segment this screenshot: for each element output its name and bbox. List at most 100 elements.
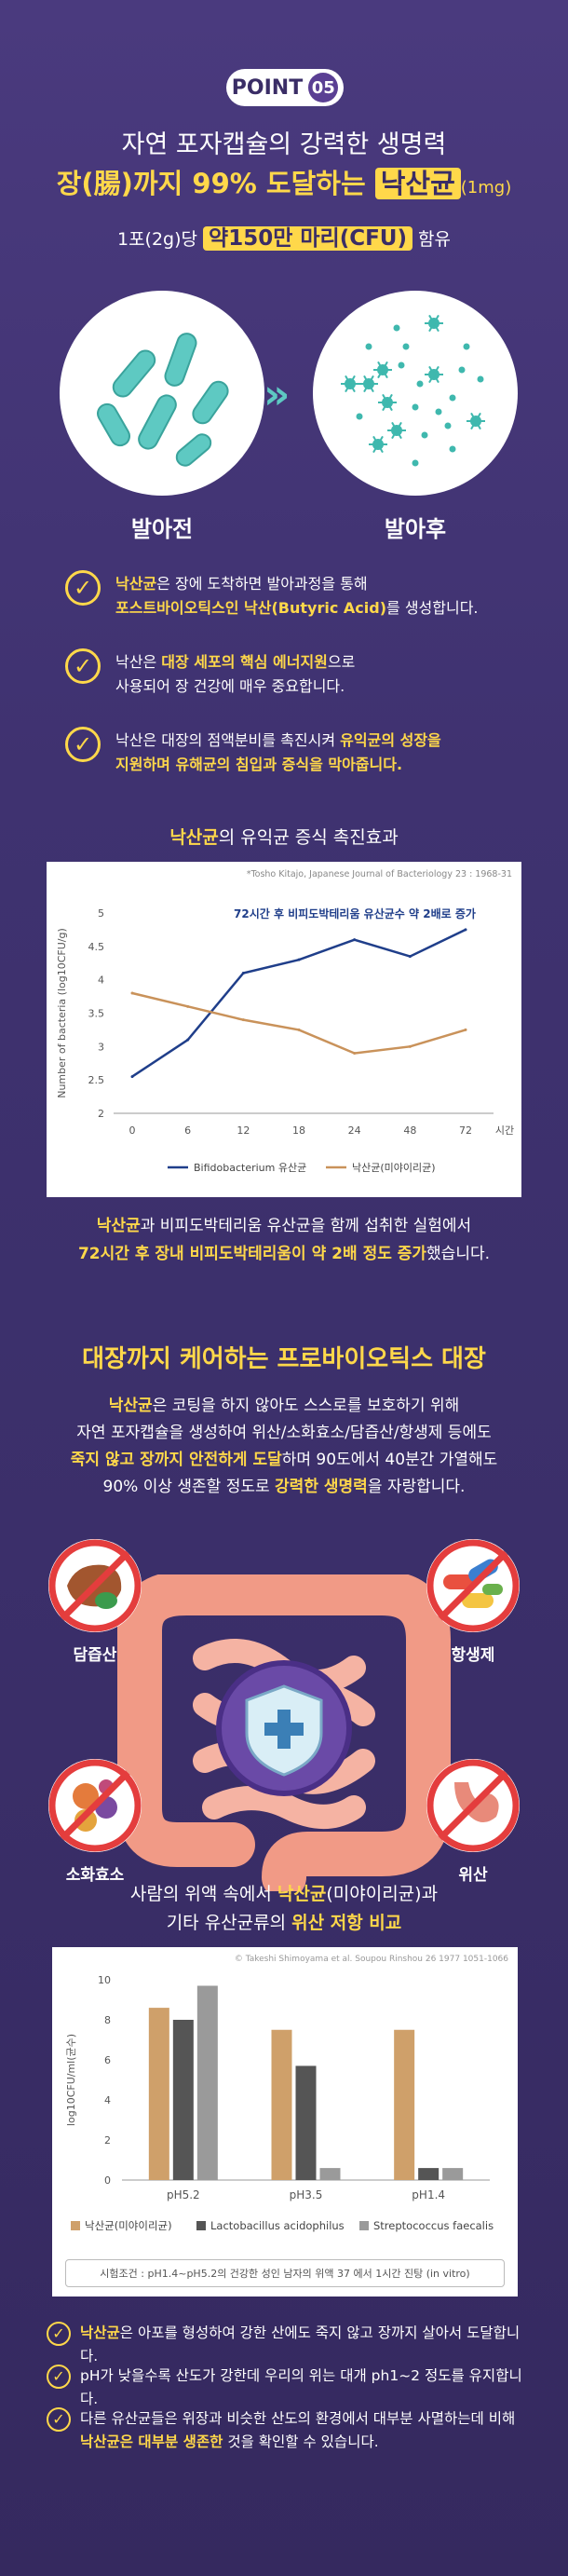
check-icon: ✓ [65,570,101,606]
check3-text1: 낙산은 대장의 점액분비를 촉진시켜 [115,731,341,749]
check3-bold1: 유익균의 성장을 [340,731,441,749]
chart1-card: *Tosho Kitajo, Japanese Journal of Bacte… [47,862,521,1197]
bottom1-bold: 낙산균 [80,2324,120,2341]
bar [271,2029,292,2180]
spore-dot [449,394,456,402]
check2-text1: 낙산은 [115,653,162,671]
spore-dot [467,412,485,430]
para-text2: 자연 포자캡슐을 생성하여 위산/소화효소/담즙산/항생제 등에도 [76,1423,492,1442]
spore-dot [416,380,424,388]
data-point [297,1028,301,1031]
para-bold4: 강력한 생명력 [275,1477,368,1496]
bottom-item: ✓ 다른 유산균들은 위장과 비슷한 산도의 환경에서 대부분 사멸하는데 비해… [47,2407,531,2454]
bottom2-text: pH가 낮을수록 산도가 강한데 우리의 위는 대개 ph1~2 정도를 유지합… [80,2367,522,2407]
legend-label: 낙산균(미야이리균) [352,1162,436,1174]
enzyme-label: 소화효소 [65,1866,125,1885]
spore-dot [444,422,452,429]
check2-text2: 으로 [327,653,356,671]
check-icon: ✓ [47,2407,71,2432]
legend-swatch [359,2221,369,2230]
data-point [297,958,301,961]
data-point [464,928,467,932]
badge-word: POINT [231,75,304,100]
bile-acid-label: 담즙산 [73,1646,117,1665]
chart2-title-text1: 사람의 위액 속에서 [129,1884,277,1904]
y-tick-label: 8 [104,2014,111,2026]
badge-number: 05 [308,73,339,102]
check-icon: ✓ [47,2322,71,2346]
chart2-title-bold1: 낙산균 [277,1884,327,1904]
y-tick-label: 2.5 [88,1074,105,1086]
data-point [353,1052,357,1055]
check2-text3: 사용되어 장 건강에 매우 중요합니다. [115,676,345,695]
data-point [186,1004,190,1008]
chart2-title-bold2: 위산 저항 비교 [291,1913,402,1934]
x-tick-label: 12 [237,1124,250,1137]
check-icon: ✓ [47,2365,71,2389]
data-point [464,1028,467,1031]
before-germination-illustration [60,291,264,496]
after-germination-illustration [313,291,518,496]
bottom-item: ✓ 낙산균은 아포를 형성하여 강한 산에도 죽지 않고 장까지 살아서 도달합… [47,2322,531,2368]
cfu-pre: 1포(2g)당 [116,229,204,250]
spore-dot [369,435,387,454]
probiotic-paragraph: 낙산균은 코팅을 하지 않아도 스스로를 보호하기 위해 자연 포자캡슐을 생성… [0,1393,568,1501]
chart2-title: 사람의 위액 속에서 낙산균(미야이리균)과 기타 유산균류의 위산 저항 비교 [0,1880,568,1939]
bottom3-text2: 것을 확인할 수 있습니다. [223,2433,379,2450]
check-item: ✓ 낙산은 대장의 점액분비를 촉진시켜 유익균의 성장을 지원하며 유해균의 … [65,727,521,776]
bar [196,1985,218,2180]
bar [172,2020,194,2180]
spore-dot [356,413,363,420]
bottom-item: ✓ pH가 낮을수록 산도가 강한데 우리의 위는 대개 ph1~2 정도를 유… [47,2365,531,2411]
spore-dot [477,375,484,383]
caption-text2: 했습니다. [426,1244,491,1263]
caption-bold2: 72시간 후 장내 비피도박테리움이 약 2배 정도 증가 [77,1244,427,1263]
spore-dot [421,431,428,439]
bar [319,2168,341,2180]
x-tick-label: 48 [403,1124,416,1137]
spore-dot [412,403,419,411]
check1-text2: 를 생성합니다. [386,598,479,617]
spore-dot [365,343,372,350]
headline-line2: 장(腸)까지 99% 도달하는 낙산균 (1mg) [0,162,568,201]
caption-bold1: 낙산균 [96,1217,141,1235]
chart2-title-text1-end: (미야이리균)과 [326,1884,439,1904]
y-axis-label: log10CFU/ml(균수) [65,2034,77,2126]
x-tick-label: pH5.2 [167,2188,200,2201]
spore-dot [341,375,359,393]
para-bold3: 죽지 않고 장까지 안전하게 도달 [70,1450,282,1469]
data-point [408,1044,412,1048]
data-point [186,1038,190,1042]
arrow-right-icon: » [264,371,291,418]
chart1-line-chart: Number of bacteria (log10CFU/g) 2 2.5 3 3.5 4… [56,906,514,1174]
spore-dot [425,365,443,384]
data-point [241,1018,245,1022]
bar [295,2065,317,2180]
spore-dot [373,361,392,379]
headline-line1: 자연 포자캡슐의 강력한 생명력 [121,130,447,159]
point-badge: POINT 05 [226,69,344,106]
para-text3: 하며 90도에서 40분간 가열해도 [281,1450,498,1469]
x-tick-label: 0 [129,1124,136,1137]
para-text1: 은 코팅을 하지 않아도 스스로를 보호하기 위해 [152,1397,460,1415]
spore-dot [387,421,406,440]
x-axis-label: 시간 [495,1124,514,1137]
chart1-caption: 낙산균과 비피도박테리움 유산균을 함께 섭취한 실험에서 72시간 후 장내 … [0,1213,568,1269]
chart1-title: 낙산균의 유익균 증식 촉진효과 [0,824,568,849]
spore-dot [378,393,397,412]
chart1-source: *Tosho Kitajo, Japanese Journal of Bacte… [246,869,512,879]
chart1-title-text: 의 유익균 증식 촉진효과 [218,827,399,848]
stomach-acid-icon [426,1759,520,1852]
chart1-annotation: 72시간 후 비피도박테리움 유산균수 약 2배로 증가 [234,906,476,920]
bottom1-text: 은 아포를 형성하여 강한 산에도 죽지 않고 장까지 살아서 도달합니다. [80,2324,521,2365]
para-text4: 90% 이상 생존할 정도로 [102,1477,276,1496]
check-icon: ✓ [65,648,101,684]
after-label: 발아후 [384,516,447,542]
data-point [130,991,134,995]
chart2-bar-chart: log10CFU/ml(균수) 0 2 4 6 8 10 pH5.2 pH3.5 pH1.4 낙산균… [65,1974,494,2232]
y-tick-label: 0 [104,2174,111,2187]
chart2-card: © Takeshi Shimoyama et al. Soupou Rinsho… [52,1947,518,2297]
bar [442,2168,464,2180]
probiotic-title: 대장까지 케어하는 프로바이오틱스 대장 [82,1345,486,1373]
y-axis-label: Number of bacteria (log10CFU/g) [56,928,68,1098]
